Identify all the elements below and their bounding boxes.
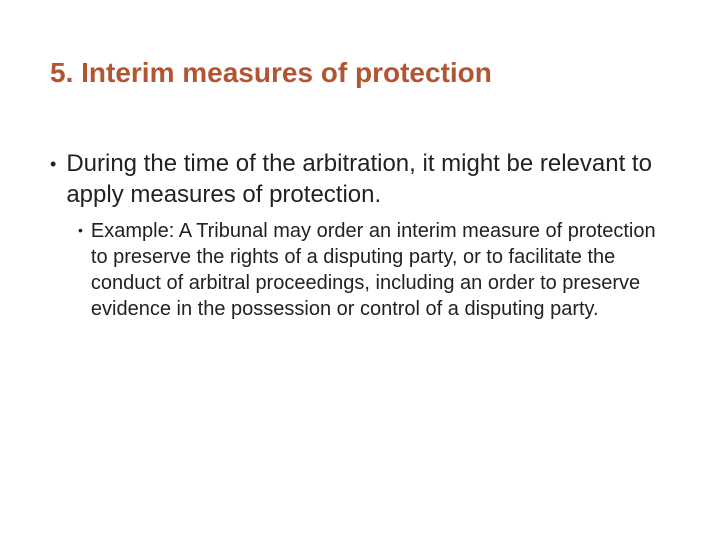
bullet-marker: •	[50, 152, 56, 177]
sub-bullet-item: • Example: A Tribunal may order an inter…	[78, 218, 670, 322]
bullet-item: • During the time of the arbitration, it…	[50, 148, 670, 210]
slide-container: 5. Interim measures of protection • Duri…	[0, 0, 720, 540]
slide-title: 5. Interim measures of protection	[50, 56, 670, 90]
sub-bullet-text: Example: A Tribunal may order an interim…	[91, 218, 670, 322]
sub-bullet-marker: •	[78, 221, 83, 241]
bullet-text: During the time of the arbitration, it m…	[66, 148, 670, 210]
